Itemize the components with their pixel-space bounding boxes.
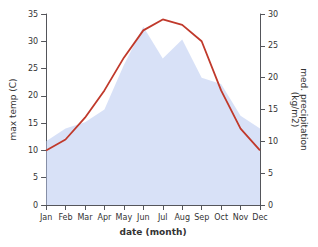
svg-text:25: 25 xyxy=(268,41,278,50)
svg-text:15: 15 xyxy=(28,119,38,128)
svg-text:Jun: Jun xyxy=(136,213,150,222)
svg-text:Apr: Apr xyxy=(97,213,112,222)
svg-text:20: 20 xyxy=(268,73,278,82)
svg-text:20: 20 xyxy=(28,91,38,100)
svg-text:Feb: Feb xyxy=(58,213,72,222)
svg-text:0: 0 xyxy=(33,201,38,210)
svg-text:25: 25 xyxy=(28,64,38,73)
svg-text:0: 0 xyxy=(268,201,273,210)
svg-text:30: 30 xyxy=(268,10,278,19)
svg-text:Sep: Sep xyxy=(194,213,209,222)
svg-text:5: 5 xyxy=(33,173,38,182)
svg-text:date (month): date (month) xyxy=(120,227,187,237)
svg-text:Mar: Mar xyxy=(77,213,93,222)
svg-text:Aug: Aug xyxy=(174,213,190,222)
svg-text:15: 15 xyxy=(268,105,278,114)
svg-text:30: 30 xyxy=(28,37,38,46)
svg-text:med. precipitation: med. precipitation xyxy=(298,68,309,151)
svg-text:Jan: Jan xyxy=(39,213,52,222)
svg-text:May: May xyxy=(116,213,133,222)
svg-text:Nov: Nov xyxy=(233,213,249,222)
svg-text:5: 5 xyxy=(268,169,273,178)
svg-text:(kg/m2): (kg/m2) xyxy=(290,92,300,127)
svg-text:Jul: Jul xyxy=(157,213,168,222)
svg-text:10: 10 xyxy=(28,146,38,155)
svg-text:10: 10 xyxy=(268,137,278,146)
svg-text:Oct: Oct xyxy=(214,213,228,222)
svg-text:35: 35 xyxy=(28,10,38,19)
svg-text:Dec: Dec xyxy=(252,213,267,222)
svg-text:max temp (C): max temp (C) xyxy=(8,78,18,140)
